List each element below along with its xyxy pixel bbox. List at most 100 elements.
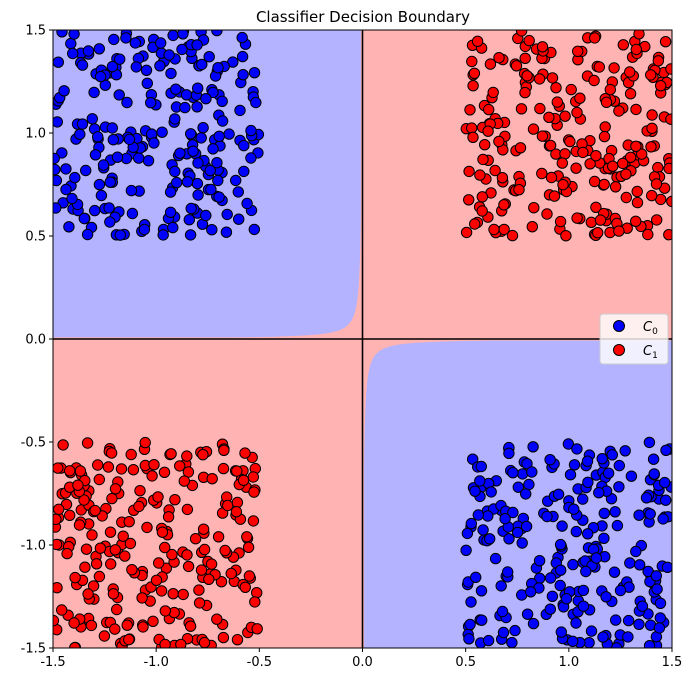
point-c0-cluster0	[97, 159, 110, 171]
point-c0-cluster1	[600, 591, 612, 603]
point-c1-cluster0	[630, 103, 642, 116]
point-c0-cluster1	[654, 597, 667, 609]
point-c0-cluster1	[643, 436, 656, 449]
point-c1-cluster1	[72, 479, 84, 491]
point-c0-cluster1	[465, 596, 477, 608]
point-c0-cluster0	[236, 31, 248, 44]
point-c0-cluster1	[520, 520, 533, 533]
point-c1-cluster1	[217, 462, 230, 475]
point-c1-cluster0	[624, 66, 636, 78]
point-c1-cluster1	[251, 623, 263, 635]
point-c1-cluster1	[150, 574, 163, 586]
point-c1-cluster1	[104, 526, 117, 538]
point-c0-cluster1	[509, 624, 521, 637]
point-c1-cluster0	[460, 226, 473, 239]
point-c0-cluster0	[106, 60, 119, 73]
point-c0-cluster1	[643, 640, 656, 648]
point-c1-cluster1	[177, 588, 189, 601]
point-c0-cluster0	[234, 104, 246, 117]
point-c1-cluster1	[193, 584, 205, 596]
point-c1-cluster1	[237, 474, 250, 486]
point-c0-cluster1	[614, 584, 627, 597]
point-c1-cluster0	[607, 160, 619, 172]
point-c1-cluster0	[594, 214, 607, 226]
point-c1-cluster1	[215, 576, 228, 588]
point-c0-cluster1	[582, 476, 594, 488]
point-c1-cluster1	[248, 486, 260, 498]
point-c1-cluster0	[592, 227, 604, 239]
point-c0-cluster0	[94, 70, 107, 83]
point-c1-cluster0	[590, 201, 602, 214]
point-c1-cluster1	[147, 615, 159, 627]
point-c1-cluster1	[93, 570, 106, 583]
point-c0-cluster1	[636, 600, 649, 612]
point-c0-cluster0	[155, 37, 167, 49]
point-c1-cluster1	[231, 634, 244, 646]
point-c1-cluster1	[203, 573, 215, 585]
point-c0-cluster1	[634, 559, 646, 571]
point-c0-cluster1	[580, 565, 592, 578]
point-c0-cluster0	[183, 214, 196, 226]
point-c1-cluster0	[534, 102, 546, 115]
point-c0-cluster0	[177, 30, 189, 40]
point-c1-cluster0	[498, 199, 510, 211]
point-c1-cluster1	[197, 449, 209, 461]
point-c0-cluster0	[232, 186, 245, 198]
point-c0-cluster1	[596, 453, 608, 465]
point-c1-cluster0	[652, 55, 664, 67]
point-c1-cluster0	[483, 103, 495, 116]
point-c0-cluster1	[659, 476, 671, 489]
point-c0-cluster1	[609, 506, 621, 518]
point-c0-cluster1	[582, 528, 594, 540]
point-c0-cluster0	[69, 171, 81, 184]
point-c1-cluster0	[645, 69, 657, 81]
point-c0-cluster0	[142, 155, 155, 167]
point-c0-cluster1	[554, 538, 567, 551]
point-c0-cluster1	[556, 520, 568, 532]
point-c0-cluster1	[577, 600, 590, 612]
point-c1-cluster1	[178, 475, 191, 487]
point-c0-cluster0	[58, 85, 70, 97]
point-c1-cluster1	[121, 619, 133, 631]
point-c1-cluster0	[588, 74, 600, 87]
point-c0-cluster0	[63, 221, 75, 233]
point-c1-cluster0	[663, 229, 672, 241]
point-c1-cluster1	[184, 620, 197, 632]
point-c1-cluster0	[585, 216, 597, 229]
point-c1-cluster1	[193, 597, 206, 609]
point-c0-cluster1	[463, 633, 475, 645]
point-c0-cluster1	[610, 614, 622, 626]
point-c0-cluster0	[167, 221, 179, 234]
point-c0-cluster0	[192, 157, 204, 169]
point-c0-cluster1	[489, 552, 502, 565]
point-c1-cluster0	[560, 230, 572, 242]
point-c0-cluster1	[495, 580, 507, 592]
point-c1-cluster0	[493, 135, 505, 148]
point-c0-cluster0	[200, 209, 212, 222]
point-c0-cluster0	[60, 183, 72, 196]
point-c1-cluster1	[152, 491, 164, 503]
point-c0-cluster0	[191, 101, 203, 113]
point-c0-cluster0	[165, 67, 177, 80]
point-c0-cluster1	[552, 488, 565, 500]
point-c1-cluster1	[78, 494, 90, 506]
point-c1-cluster1	[87, 580, 100, 592]
point-c1-cluster0	[665, 63, 672, 75]
point-c0-cluster0	[103, 202, 115, 214]
point-c0-cluster0	[56, 30, 68, 38]
point-c1-cluster0	[557, 179, 569, 191]
point-c0-cluster1	[461, 527, 474, 540]
point-c0-cluster1	[570, 617, 582, 629]
point-c1-cluster1	[175, 638, 187, 648]
point-c0-cluster0	[221, 208, 233, 221]
point-c1-cluster1	[106, 492, 118, 505]
point-c0-cluster1	[598, 532, 610, 544]
point-c0-cluster0	[164, 186, 177, 198]
point-c0-cluster0	[121, 96, 133, 109]
point-c1-cluster1	[247, 515, 260, 527]
point-c1-cluster1	[117, 530, 129, 542]
point-c1-cluster1	[109, 623, 121, 635]
point-c1-cluster0	[519, 86, 531, 99]
point-c0-cluster1	[647, 453, 660, 465]
point-c1-cluster0	[600, 96, 613, 109]
